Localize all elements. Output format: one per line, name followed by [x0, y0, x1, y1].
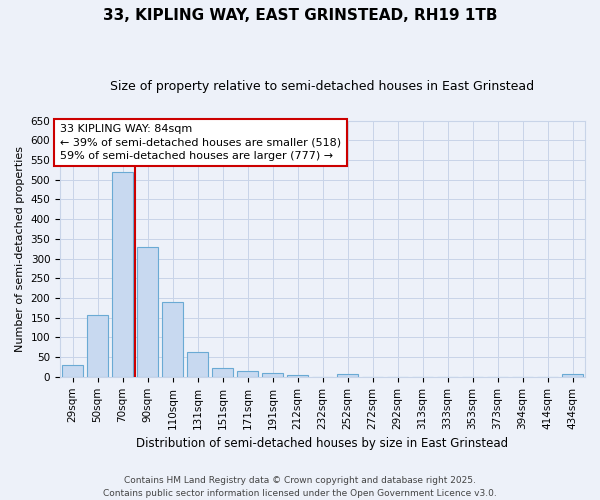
- Bar: [337, 374, 358, 377]
- Bar: [187, 352, 208, 377]
- X-axis label: Distribution of semi-detached houses by size in East Grinstead: Distribution of semi-detached houses by …: [136, 437, 509, 450]
- Bar: [237, 372, 258, 377]
- Bar: [287, 375, 308, 377]
- Bar: [262, 373, 283, 377]
- Text: 33, KIPLING WAY, EAST GRINSTEAD, RH19 1TB: 33, KIPLING WAY, EAST GRINSTEAD, RH19 1T…: [103, 8, 497, 22]
- Text: 33 KIPLING WAY: 84sqm
← 39% of semi-detached houses are smaller (518)
59% of sem: 33 KIPLING WAY: 84sqm ← 39% of semi-deta…: [60, 124, 341, 161]
- Bar: [112, 172, 133, 377]
- Bar: [137, 246, 158, 377]
- Title: Size of property relative to semi-detached houses in East Grinstead: Size of property relative to semi-detach…: [110, 80, 535, 93]
- Bar: [87, 314, 108, 377]
- Y-axis label: Number of semi-detached properties: Number of semi-detached properties: [15, 146, 25, 352]
- Bar: [162, 302, 183, 377]
- Bar: [562, 374, 583, 377]
- Bar: [212, 368, 233, 377]
- Bar: [62, 365, 83, 377]
- Text: Contains HM Land Registry data © Crown copyright and database right 2025.
Contai: Contains HM Land Registry data © Crown c…: [103, 476, 497, 498]
